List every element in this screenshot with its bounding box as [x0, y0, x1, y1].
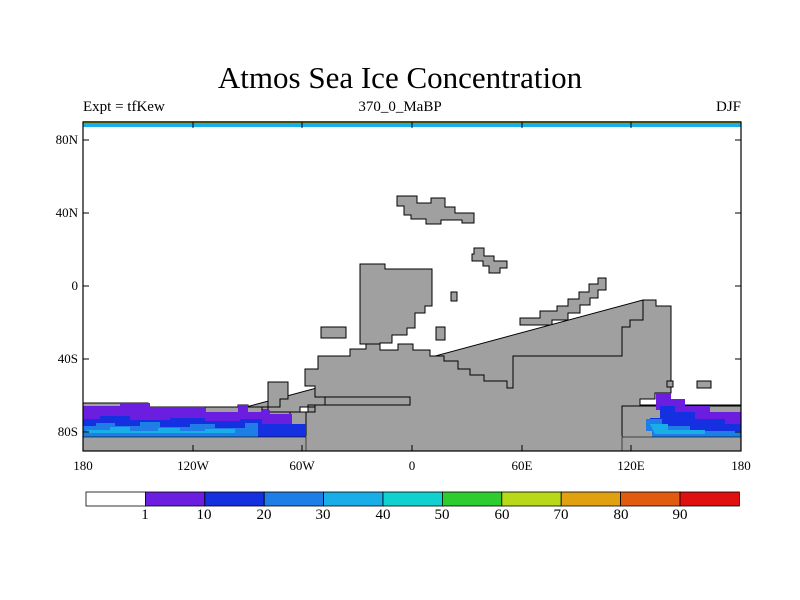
x-tick-label: 180: [73, 458, 93, 473]
x-tick-label: 60E: [511, 458, 533, 473]
land-asia-fragment: [471, 247, 508, 274]
colorbar-box: [85, 491, 146, 507]
y-tick-label: 0: [71, 278, 79, 293]
y-tick-label: 40S: [57, 351, 78, 366]
colorbar-box: [441, 491, 503, 507]
colorbar-box: [323, 491, 384, 507]
colorbar-box: [382, 491, 443, 507]
land-antarctica-west: [82, 436, 307, 452]
colorbar-label: 20: [256, 507, 272, 523]
x-axis-ticks: [82, 122, 742, 451]
colorbar-label: 10: [196, 507, 212, 523]
colorbar-box: [679, 491, 740, 507]
colorbar-label: 60: [494, 507, 510, 523]
colorbar-label: 40: [375, 507, 391, 523]
period-label: 370_0_MaBP: [358, 99, 442, 115]
colorbar-box: [620, 491, 681, 507]
x-tick-label: 180: [731, 458, 751, 473]
x-tick-label: 120E: [617, 458, 645, 473]
land-small-island-2: [435, 326, 446, 341]
land-antarctica-strip: [306, 436, 622, 451]
y-tick-label: 80N: [55, 132, 78, 147]
x-tick-label: 0: [408, 458, 416, 473]
y-tick-label: 80S: [57, 424, 78, 439]
y-tick-label: 40N: [55, 205, 78, 220]
map-title: Atmos Sea Ice Concentration: [217, 60, 583, 95]
sea-ice-west: [83, 403, 306, 437]
colorbar-box: [263, 491, 325, 507]
experiment-label: Expt = tfKew: [83, 99, 165, 115]
x-tick-label: 120W: [177, 458, 209, 473]
land-small-island-3: [320, 326, 347, 339]
colorbar-label: 1: [141, 507, 149, 523]
colorbar-box: [144, 491, 206, 507]
colorbar-label: 70: [553, 507, 569, 523]
ice-east-purple: [656, 393, 741, 426]
land-europe: [396, 195, 475, 225]
colorbar-label: 50: [434, 507, 450, 523]
colorbar-box: [560, 491, 622, 507]
colorbar-label: 30: [315, 507, 331, 523]
colorbar: [85, 491, 740, 507]
ice-west-light: [83, 427, 235, 433]
x-tick-label: 60W: [289, 458, 315, 473]
land-india-strip: [519, 277, 607, 326]
y-axis-ticks: [83, 139, 741, 433]
land-antarctica-east: [621, 436, 742, 452]
season-label: DJF: [715, 99, 741, 115]
colorbar-label: 90: [672, 507, 688, 523]
colorbar-box: [204, 491, 265, 507]
land-small-dot-2: [696, 380, 712, 389]
ice-east-light: [650, 424, 705, 434]
colorbar-label: 80: [613, 507, 629, 523]
colorbar-box: [501, 491, 562, 507]
land-small-island: [450, 291, 458, 302]
land-small-dot-1: [666, 380, 674, 388]
land-south-central: [304, 299, 672, 452]
sea-ice-east: [646, 393, 741, 437]
